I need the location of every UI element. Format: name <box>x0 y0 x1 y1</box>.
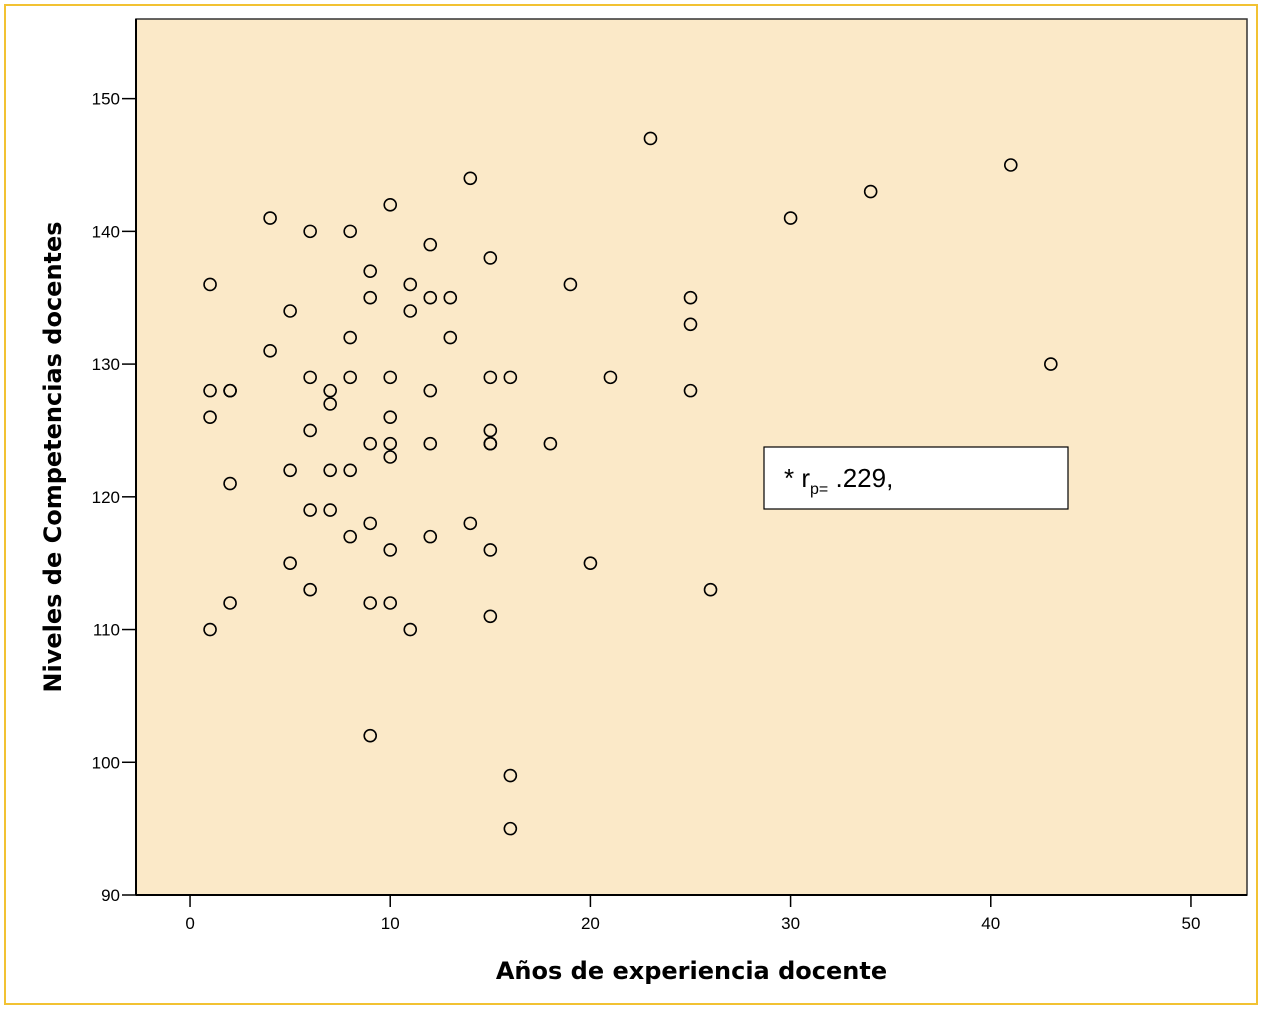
data-point <box>443 290 458 305</box>
data-point <box>223 476 237 491</box>
data-point <box>323 397 337 411</box>
annotation-prefix: * r <box>784 463 810 493</box>
data-point <box>383 410 398 424</box>
data-point <box>383 370 398 385</box>
data-point <box>323 463 337 478</box>
data-point <box>203 622 217 637</box>
data-point <box>1044 357 1058 371</box>
data-point <box>303 503 317 517</box>
data-point <box>683 317 698 332</box>
data-point <box>423 383 438 398</box>
y-tick-label: 110 <box>93 621 120 640</box>
axes-layer <box>135 19 1247 896</box>
data-point <box>483 436 498 451</box>
x-axis-title: Años de experiencia docente <box>496 957 887 985</box>
data-point <box>303 370 317 385</box>
data-point <box>503 768 518 783</box>
data-point <box>383 198 398 212</box>
data-point <box>223 596 237 610</box>
y-tick-label: 90 <box>101 886 120 905</box>
data-point <box>583 556 598 570</box>
x-tick-label: 10 <box>381 914 400 933</box>
data-point <box>363 516 378 531</box>
data-point <box>403 304 418 318</box>
data-point <box>343 370 357 385</box>
data-point <box>343 463 357 478</box>
y-axis-title: Niveles de Competencias docentes <box>39 221 67 692</box>
data-point <box>703 582 718 597</box>
data-point <box>263 211 277 225</box>
data-point <box>783 211 798 225</box>
data-point <box>283 463 297 478</box>
data-point <box>363 290 378 305</box>
annotation-box: * rp= .229, <box>763 446 1069 510</box>
data-point <box>303 224 317 239</box>
data-point <box>403 622 418 637</box>
x-tick-label: 20 <box>581 914 600 933</box>
data-point <box>603 370 618 385</box>
y-tick-label: 120 <box>92 488 120 507</box>
data-point <box>323 503 337 517</box>
x-tick-label: 0 <box>185 914 194 933</box>
data-point <box>263 344 277 358</box>
data-point <box>443 330 458 345</box>
data-point <box>683 290 698 305</box>
data-point <box>483 251 498 265</box>
data-point <box>323 383 337 398</box>
annotation-text: * rp= .229, <box>784 463 893 498</box>
data-point <box>483 423 498 438</box>
data-point <box>563 277 578 292</box>
annotation-suffix: .229, <box>828 463 893 493</box>
data-point <box>363 596 378 610</box>
data-point <box>423 290 438 305</box>
data-point <box>403 277 418 292</box>
data-point <box>383 543 398 557</box>
data-point <box>423 436 438 451</box>
data-point <box>483 543 498 557</box>
y-tick-label: 130 <box>92 355 120 374</box>
data-point <box>643 131 658 146</box>
data-point <box>283 556 297 570</box>
data-point <box>463 171 478 186</box>
data-point <box>383 450 398 464</box>
data-point <box>303 582 317 597</box>
y-tick-label: 100 <box>92 753 120 772</box>
data-point <box>203 410 217 424</box>
data-point <box>343 529 357 544</box>
annotation-box-border <box>763 446 1069 510</box>
x-tick-label: 30 <box>781 914 800 933</box>
data-point <box>683 383 698 398</box>
data-point <box>483 370 498 385</box>
data-point <box>203 383 217 398</box>
data-point <box>463 516 478 531</box>
ticks-layer: 90 100 110 120 130 140 150 0 10 20 30 40 50 <box>92 90 1201 933</box>
data-point <box>303 423 317 438</box>
points-layer <box>203 131 1058 836</box>
data-point <box>343 330 357 345</box>
data-point <box>423 237 438 252</box>
data-point <box>543 436 558 451</box>
data-point <box>363 264 378 278</box>
data-point <box>863 184 878 199</box>
data-point <box>483 609 498 624</box>
data-point <box>383 436 398 451</box>
data-point <box>423 529 438 544</box>
data-point <box>203 277 217 292</box>
data-point <box>223 383 237 398</box>
data-point <box>363 728 378 743</box>
data-point <box>503 370 518 385</box>
annotation-subscript: p= <box>810 481 828 498</box>
y-tick-label: 140 <box>92 222 120 241</box>
x-tick-label: 50 <box>1181 914 1200 933</box>
data-point <box>383 596 398 610</box>
data-point <box>503 821 518 836</box>
plot-area <box>135 18 1248 896</box>
x-tick-label: 40 <box>981 914 1000 933</box>
data-point <box>1003 158 1018 172</box>
data-point <box>363 436 378 451</box>
y-tick-label: 150 <box>92 90 120 109</box>
data-point <box>283 304 297 318</box>
data-point <box>343 224 357 239</box>
